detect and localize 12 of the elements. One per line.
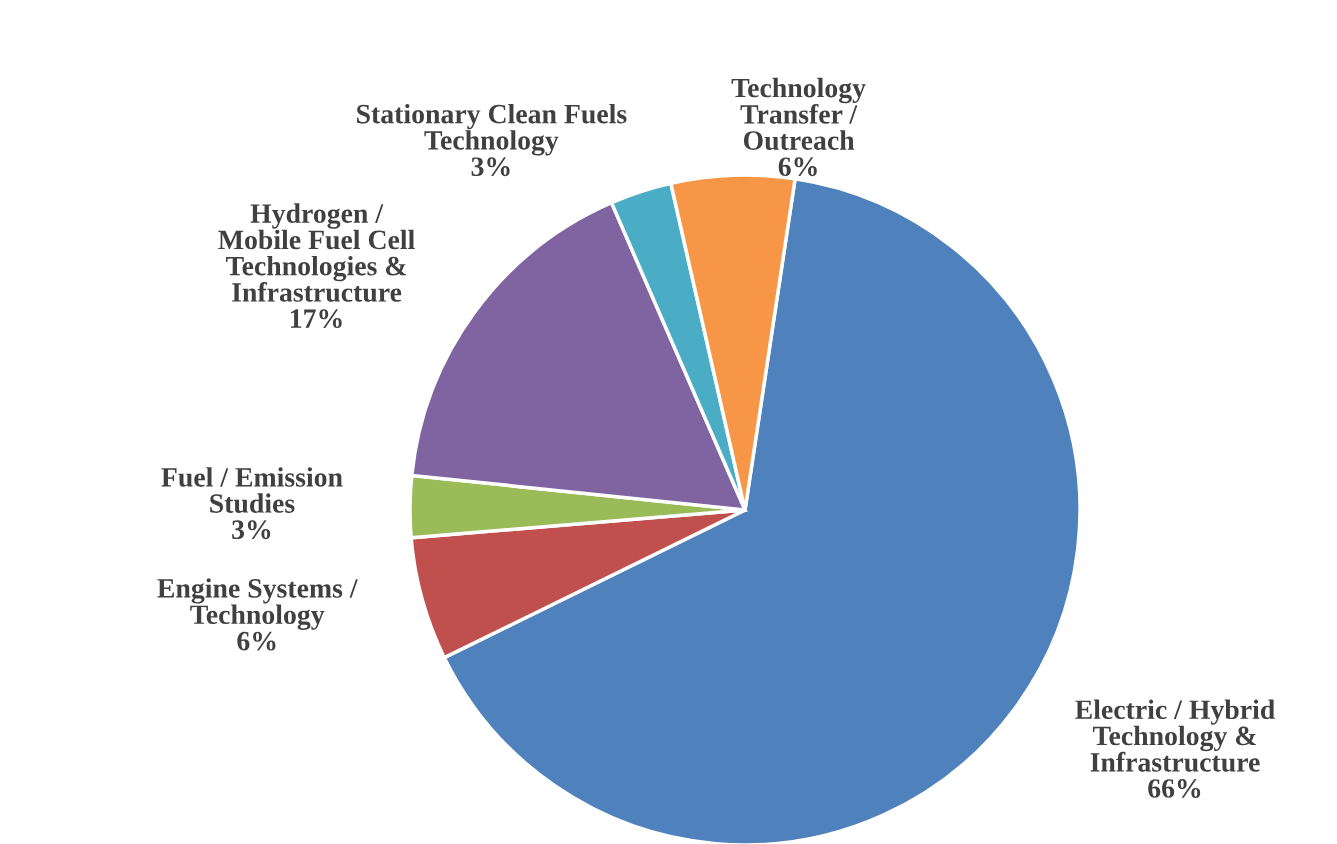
slice-label: Technology Transfer / Outreach: [731, 77, 866, 150]
data-label: 3%: [471, 157, 510, 177]
data-label: 3%: [232, 520, 271, 540]
slice-label: Fuel / Emission Studies: [161, 467, 343, 513]
data-label: 6%: [778, 157, 817, 177]
data-label: 6%: [237, 631, 276, 651]
data-label: 17%: [291, 309, 342, 329]
slice-label: Hydrogen / Mobile Fuel Cell Technologies & Infrastructure: [218, 203, 415, 302]
slice-label: Stationary Clean Fuels Technology: [357, 103, 627, 156]
data-label: 66%: [1148, 779, 1201, 798]
slice-label: Electric / Hybrid Technology & Infrastructure: [1075, 699, 1275, 772]
slice-label: Engine Systems / Technology: [157, 578, 358, 630]
